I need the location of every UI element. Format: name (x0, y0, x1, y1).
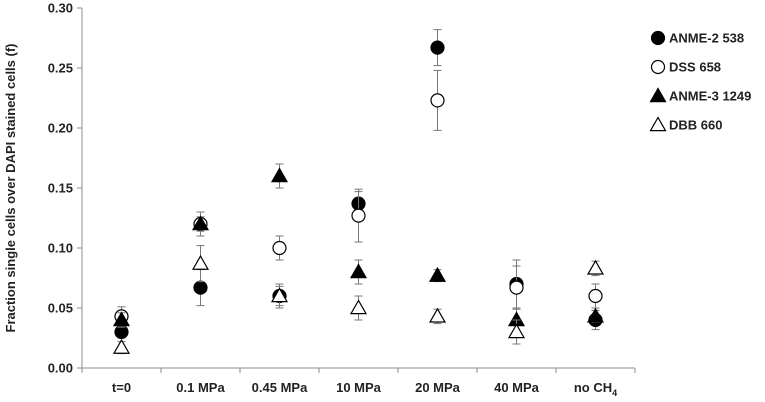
legend-item: ANME-3 1249 (649, 87, 751, 104)
legend-item: DBB 660 (649, 116, 722, 133)
y-tick-label: 0.30 (48, 1, 73, 16)
x-tick-label-text: 0.1 MPa (176, 380, 225, 395)
legend-label: DBB 660 (669, 118, 722, 133)
x-tick-label-subscript: 4 (612, 388, 617, 398)
x-tick-label: 40 MPa (494, 380, 540, 395)
legend-marker (649, 87, 667, 103)
data-point (507, 323, 526, 339)
y-tick-label: 0.00 (48, 361, 73, 376)
data-point (428, 307, 447, 323)
data-point (509, 280, 524, 295)
legend-item: ANME-2 538 (650, 30, 744, 46)
legend-label: ANME-3 1249 (669, 89, 751, 104)
legend-marker (650, 59, 666, 75)
plot-area (112, 29, 605, 355)
axes: 0.00 0.05 0.10 0.15 0.20 0.25 0.30 t=0 0.1 MPa 0.… (3, 1, 636, 398)
legend-label: ANME-2 538 (669, 31, 744, 46)
y-tick-label: 0.10 (48, 241, 73, 256)
data-point (112, 311, 131, 327)
x-tick-label: no CH4 (574, 380, 617, 398)
legend-label: DSS 658 (669, 60, 721, 75)
y-tick-label: 0.15 (48, 181, 73, 196)
data-point (193, 280, 208, 295)
x-tick-label-text: 40 MPa (494, 380, 540, 395)
data-point (588, 288, 603, 304)
series-dbb-660 (112, 245, 605, 355)
data-point (428, 266, 447, 282)
data-point (191, 254, 210, 270)
data-point (191, 215, 210, 231)
data-point (351, 208, 366, 223)
x-tick-label: t=0 (112, 380, 131, 395)
series-anme-3-1249 (112, 163, 605, 333)
x-tick-label: 10 MPa (336, 380, 382, 395)
legend-marker (649, 116, 667, 132)
y-tick-label: 0.25 (48, 61, 73, 76)
legend: ANME-2 538 DSS 658 ANME-3 1249 DBB 660 (649, 30, 751, 133)
series-dss-658 (114, 69, 603, 327)
y-tick-label: 0.05 (48, 301, 73, 316)
data-point (270, 287, 289, 303)
x-tick-label-text: no CH (574, 380, 612, 395)
data-point (586, 259, 605, 275)
data-point (112, 338, 131, 354)
data-point (272, 240, 287, 256)
x-tick-label-text: 0.45 MPa (252, 380, 308, 395)
data-point (349, 263, 368, 279)
data-point (430, 93, 445, 108)
series-anme-2-538 (114, 29, 603, 340)
x-tick-label-text: t=0 (112, 380, 131, 395)
x-tick-label: 0.45 MPa (252, 380, 308, 395)
x-tick-label-text: 20 MPa (415, 380, 461, 395)
data-point (430, 40, 445, 55)
data-point (270, 167, 289, 183)
y-tick-label: 0.20 (48, 121, 73, 136)
x-tick-label: 0.1 MPa (176, 380, 225, 395)
x-tick-label: 20 MPa (415, 380, 461, 395)
x-tick-label-text: 10 MPa (336, 380, 382, 395)
y-axis-title: Fraction single cells over DAPI stained … (3, 44, 18, 333)
legend-marker (650, 30, 666, 46)
data-point (349, 299, 368, 315)
legend-item: DSS 658 (650, 59, 721, 75)
data-point (586, 307, 605, 323)
